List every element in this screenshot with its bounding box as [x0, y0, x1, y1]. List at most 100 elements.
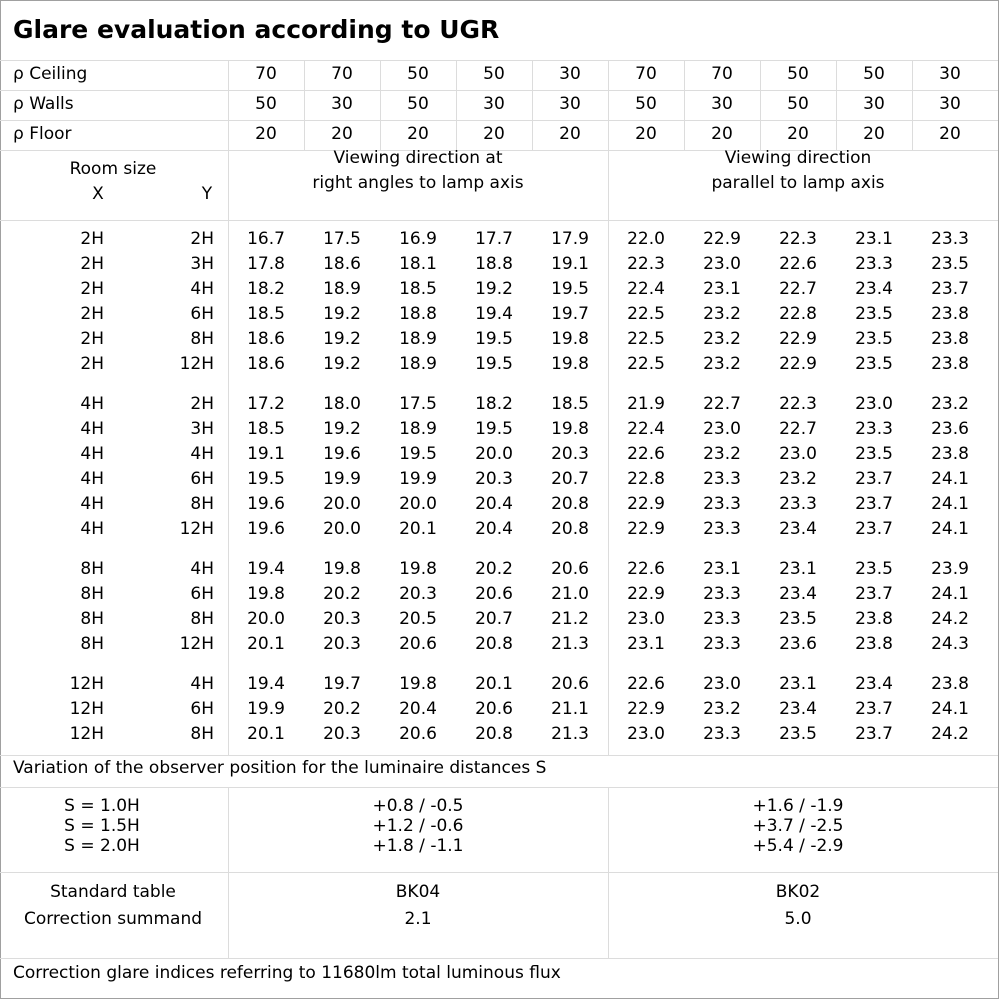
room-y: 12H: [179, 354, 214, 374]
ugr-value: 20.4: [475, 494, 513, 514]
ugr-value: 23.2: [703, 304, 741, 324]
ugr-value: 23.7: [855, 469, 893, 489]
ugr-value: 23.1: [855, 229, 893, 249]
divider: [836, 60, 837, 150]
divider: [228, 787, 229, 958]
ugr-value: 22.9: [779, 354, 817, 374]
reflectance-value: 30: [939, 94, 961, 114]
ugr-value: 18.9: [399, 419, 437, 439]
ugr-value: 23.2: [931, 394, 969, 414]
ugr-value: 23.1: [779, 674, 817, 694]
divider: [912, 60, 913, 150]
room-y: 6H: [190, 469, 214, 489]
ugr-value: 18.0: [323, 394, 361, 414]
ugr-value: 23.8: [855, 634, 893, 654]
ugr-value: 18.8: [399, 304, 437, 324]
ugr-value: 20.3: [475, 469, 513, 489]
ugr-value: 21.1: [551, 699, 589, 719]
ugr-value: 22.5: [627, 329, 665, 349]
variation-right: +1.8 / -1.1: [372, 836, 464, 856]
divider: [760, 60, 761, 150]
ugr-value: 17.5: [323, 229, 361, 249]
ugr-value: 22.3: [779, 394, 817, 414]
ugr-value: 23.2: [779, 469, 817, 489]
y-label: Y: [201, 184, 213, 204]
room-x: 2H: [80, 279, 104, 299]
divider: [228, 60, 229, 755]
ugr-value: 20.1: [247, 724, 285, 744]
ugr-value: 23.7: [855, 699, 893, 719]
ugr-value: 20.0: [475, 444, 513, 464]
reflectance-value: 30: [559, 64, 581, 84]
ugr-value: 22.3: [627, 254, 665, 274]
ugr-value: 20.8: [475, 634, 513, 654]
reflectance-value: 20: [787, 124, 809, 144]
ugr-value: 20.3: [323, 724, 361, 744]
ugr-value: 23.4: [779, 519, 817, 539]
ugr-value: 23.7: [855, 724, 893, 744]
ugr-value: 22.4: [627, 419, 665, 439]
reflectance-value: 30: [863, 94, 885, 114]
ugr-value: 23.2: [703, 444, 741, 464]
divider: [608, 60, 609, 150]
room-y: 8H: [190, 609, 214, 629]
ugr-value: 20.4: [475, 519, 513, 539]
standard-table-right: BK04: [395, 882, 441, 902]
ugr-value: 19.9: [399, 469, 437, 489]
ugr-value: 22.3: [779, 229, 817, 249]
room-y: 8H: [190, 724, 214, 744]
room-y: 12H: [179, 519, 214, 539]
reflectance-value: 70: [635, 64, 657, 84]
room-y: 2H: [190, 394, 214, 414]
ugr-value: 23.8: [855, 609, 893, 629]
ugr-value: 19.5: [475, 419, 513, 439]
ugr-value: 19.4: [247, 559, 285, 579]
ugr-value: 22.6: [627, 674, 665, 694]
room-y: 4H: [190, 279, 214, 299]
reflectance-value: 50: [483, 64, 505, 84]
reflectance-label: ρ Floor: [13, 124, 72, 144]
variation-label: Variation of the observer position for t…: [13, 758, 547, 778]
ugr-value: 19.2: [475, 279, 513, 299]
ugr-value: 22.5: [627, 354, 665, 374]
ugr-value: 23.1: [703, 279, 741, 299]
ugr-value: 23.1: [627, 634, 665, 654]
ugr-value: 23.8: [931, 329, 969, 349]
spacing-label: S = 1.0H: [64, 796, 140, 816]
ugr-value: 23.4: [779, 699, 817, 719]
ugr-value: 23.0: [627, 609, 665, 629]
room-y: 4H: [190, 444, 214, 464]
ugr-value: 19.5: [551, 279, 589, 299]
divider: [0, 150, 998, 151]
ugr-value: 18.9: [399, 354, 437, 374]
ugr-value: 23.8: [931, 304, 969, 324]
ugr-value: 19.6: [247, 519, 285, 539]
ugr-value: 19.2: [323, 354, 361, 374]
ugr-value: 18.5: [247, 304, 285, 324]
reflectance-value: 20: [635, 124, 657, 144]
reflectance-value: 20: [711, 124, 733, 144]
ugr-value: 18.5: [247, 419, 285, 439]
ugr-value: 19.8: [551, 354, 589, 374]
room-y: 6H: [190, 584, 214, 604]
ugr-value: 17.5: [399, 394, 437, 414]
reflectance-value: 20: [255, 124, 277, 144]
ugr-value: 19.1: [551, 254, 589, 274]
reflectance-value: 30: [559, 94, 581, 114]
room-x: 2H: [80, 329, 104, 349]
ugr-value: 22.8: [779, 304, 817, 324]
ugr-value: 23.5: [779, 609, 817, 629]
ugr-value: 20.6: [551, 559, 589, 579]
reflectance-value: 50: [863, 64, 885, 84]
ugr-value: 23.5: [855, 559, 893, 579]
ugr-value: 20.2: [323, 584, 361, 604]
ugr-value: 20.0: [323, 494, 361, 514]
ugr-value: 23.9: [931, 559, 969, 579]
ugr-value: 19.4: [475, 304, 513, 324]
ugr-value: 19.4: [247, 674, 285, 694]
room-y: 4H: [190, 674, 214, 694]
ugr-value: 19.2: [323, 329, 361, 349]
ugr-value: 20.1: [475, 674, 513, 694]
ugr-value: 23.1: [779, 559, 817, 579]
room-x: 8H: [80, 584, 104, 604]
